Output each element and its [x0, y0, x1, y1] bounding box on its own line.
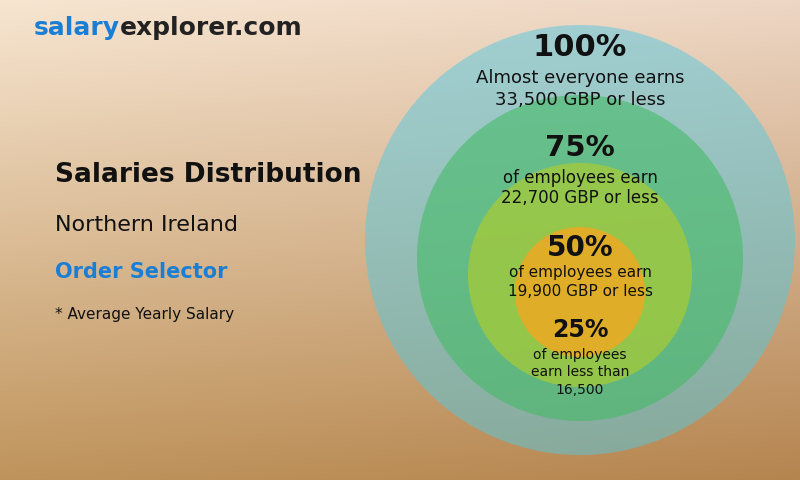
Text: Northern Ireland: Northern Ireland: [55, 215, 238, 235]
Circle shape: [417, 95, 743, 421]
Text: Order Selector: Order Selector: [55, 262, 227, 282]
Text: Salaries Distribution: Salaries Distribution: [55, 162, 362, 188]
Text: 22,700 GBP or less: 22,700 GBP or less: [501, 189, 659, 207]
Text: * Average Yearly Salary: * Average Yearly Salary: [55, 308, 234, 323]
Text: of employees: of employees: [534, 348, 626, 362]
Circle shape: [365, 25, 795, 455]
Text: 16,500: 16,500: [556, 383, 604, 397]
Text: explorer.com: explorer.com: [120, 16, 302, 40]
Text: of employees earn: of employees earn: [509, 265, 651, 280]
Text: earn less than: earn less than: [531, 365, 629, 379]
Circle shape: [468, 163, 692, 387]
Text: 19,900 GBP or less: 19,900 GBP or less: [507, 285, 653, 300]
Text: 75%: 75%: [545, 134, 615, 162]
Text: 100%: 100%: [533, 34, 627, 62]
Text: 25%: 25%: [552, 318, 608, 342]
Text: Almost everyone earns: Almost everyone earns: [476, 69, 684, 87]
Text: salary: salary: [34, 16, 120, 40]
Circle shape: [515, 227, 645, 357]
Text: 50%: 50%: [546, 234, 614, 262]
Text: of employees earn: of employees earn: [502, 169, 658, 187]
Text: 33,500 GBP or less: 33,500 GBP or less: [494, 91, 666, 109]
